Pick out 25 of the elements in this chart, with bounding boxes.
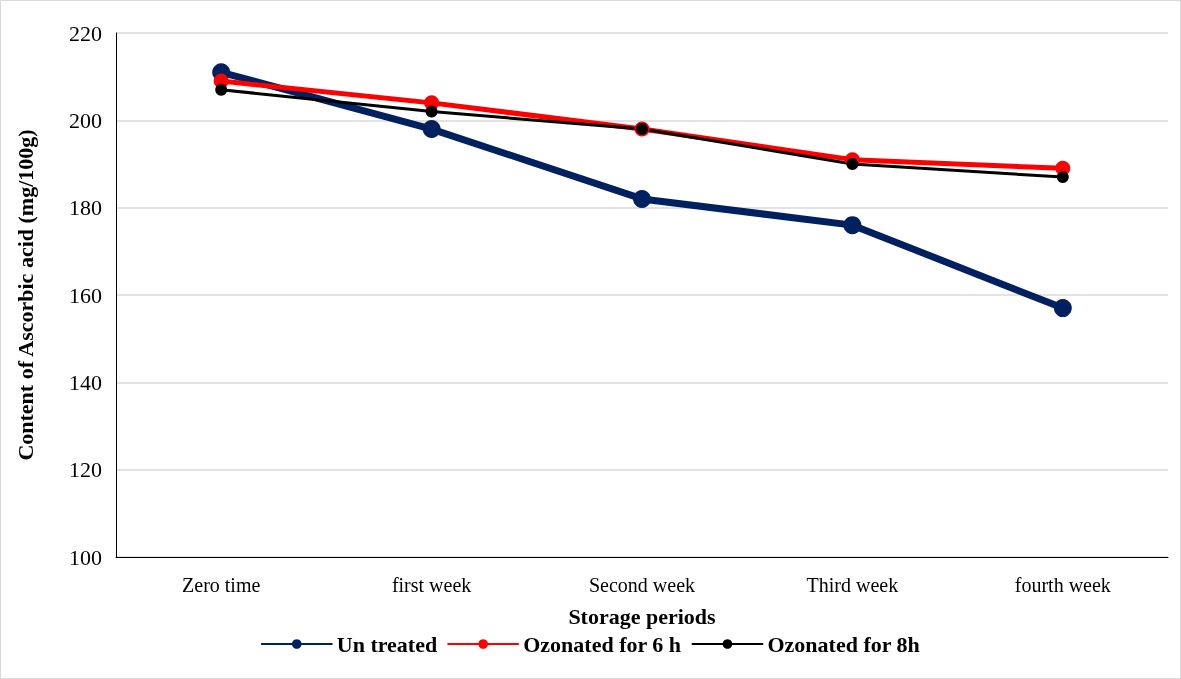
x-tick-label: Second week — [588, 574, 696, 596]
y-tick-label: 140 — [69, 369, 102, 395]
x-tick-label: Zero time — [182, 574, 261, 596]
point — [1053, 299, 1072, 318]
point — [425, 105, 438, 118]
point — [846, 158, 859, 170]
y-axis-title: Content of Ascorbic acid (mg/100g) — [12, 129, 38, 461]
point — [633, 189, 651, 208]
y-tick-label: 120 — [69, 457, 102, 483]
y-tick-label: 160 — [69, 282, 102, 308]
legend-label: Ozonated for 8h — [767, 631, 920, 657]
y-tick-label: 180 — [69, 195, 102, 221]
legend-label: Un treated — [336, 631, 438, 657]
y-tick-label: 220 — [69, 20, 102, 46]
x-tick-label: first week — [391, 574, 472, 596]
x-axis-title: Storage periods — [568, 603, 717, 629]
legend-label: Ozonated for 6 h — [523, 631, 682, 657]
y-tick-label: 100 — [69, 544, 102, 570]
x-tick-label: fourth week — [1014, 574, 1111, 596]
point — [215, 83, 228, 96]
point — [422, 120, 441, 139]
point — [843, 216, 862, 235]
x-tick-label: Third week — [806, 574, 899, 596]
point — [1056, 171, 1069, 184]
y-tick-label: 200 — [69, 107, 102, 133]
